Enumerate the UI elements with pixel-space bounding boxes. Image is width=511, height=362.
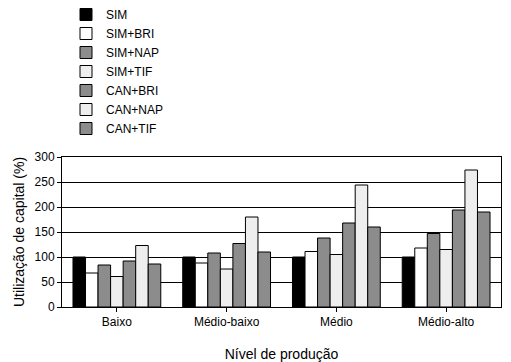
svg-text:150: 150 <box>35 225 55 239</box>
svg-text:SIM+BRI: SIM+BRI <box>106 27 154 41</box>
svg-text:Utilização de capital (%): Utilização de capital (%) <box>11 157 27 307</box>
svg-text:SIM: SIM <box>106 8 127 22</box>
svg-text:CAN+NAP: CAN+NAP <box>106 103 163 117</box>
svg-text:0: 0 <box>48 300 55 314</box>
svg-text:Médio-alto: Médio-alto <box>418 315 474 329</box>
svg-text:SIM+TIF: SIM+TIF <box>106 65 152 79</box>
svg-text:300: 300 <box>35 150 55 164</box>
svg-text:100: 100 <box>35 250 55 264</box>
svg-text:CAN+TIF: CAN+TIF <box>106 122 156 136</box>
svg-text:Médio: Médio <box>320 315 353 329</box>
svg-text:Nível de produção: Nível de produção <box>225 346 339 362</box>
svg-text:50: 50 <box>41 275 55 289</box>
svg-text:SIM+NAP: SIM+NAP <box>106 46 159 60</box>
svg-text:Baixo: Baixo <box>102 315 132 329</box>
svg-text:200: 200 <box>35 200 55 214</box>
svg-text:Médio-baixo: Médio-baixo <box>194 315 260 329</box>
svg-text:250: 250 <box>35 175 55 189</box>
svg-text:CAN+BRI: CAN+BRI <box>106 84 158 98</box>
